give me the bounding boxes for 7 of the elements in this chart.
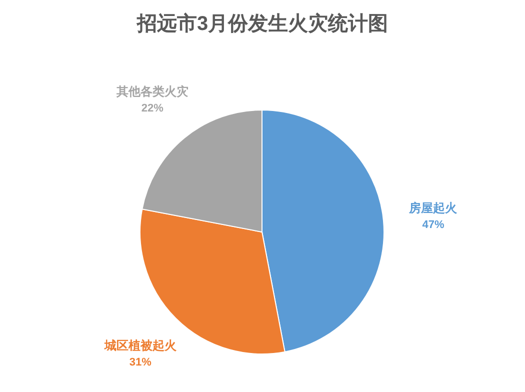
data-label: 47% [422,218,444,231]
slice-label: 城区植被起火 [103,338,178,353]
chart-title: 招远市3月份发生火灾统计图 [136,12,388,35]
data-label: 31% [129,356,152,369]
data-label: 22% [141,102,164,114]
slice-label: 其他各类火灾 [115,84,188,98]
slice-label: 房屋起火 [408,200,458,215]
